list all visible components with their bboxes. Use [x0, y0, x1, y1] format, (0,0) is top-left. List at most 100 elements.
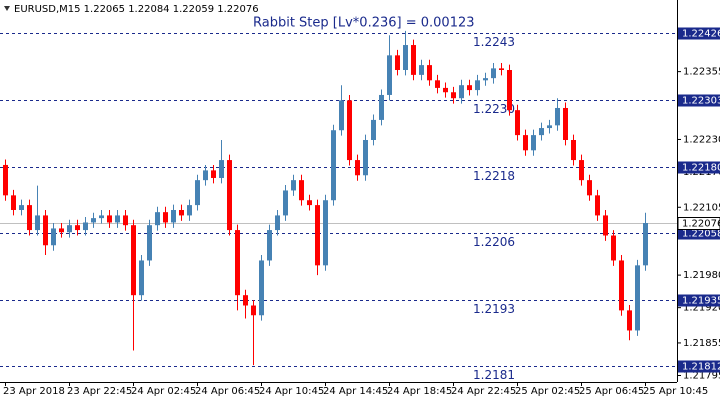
level-label: 1.2193 — [473, 302, 515, 316]
chart-title: EURUSD,M15 1.22065 1.22084 1.22059 1.220… — [14, 4, 259, 15]
y-tick-label: 1.21920 — [683, 303, 720, 314]
candle-body — [411, 45, 416, 75]
level-price-box — [678, 360, 720, 373]
candle-body — [643, 223, 648, 266]
candle-body — [51, 228, 56, 246]
x-tick-label: 24 Apr 14:45 — [323, 386, 388, 397]
level-price-label: 1.22058 — [682, 229, 720, 240]
candle-body — [211, 170, 216, 178]
candle-body — [179, 209, 184, 216]
candle-body — [467, 85, 472, 91]
level-price-label: 1.21935 — [682, 296, 720, 307]
candle-body — [547, 125, 552, 129]
candle-body — [587, 180, 592, 196]
candle-body — [427, 65, 432, 81]
candle-body — [571, 139, 576, 161]
candle-body — [11, 195, 16, 210]
candle-body — [307, 200, 312, 206]
candle-body — [435, 80, 440, 88]
candle-body — [19, 205, 24, 210]
candle-body — [555, 107, 560, 126]
menu-icon — [4, 6, 10, 11]
candle-body — [67, 225, 72, 233]
candle-body — [235, 230, 240, 296]
y-tick-label: 1.22355 — [683, 67, 720, 78]
candle-body — [27, 205, 32, 231]
candle-body — [371, 119, 376, 140]
level-label: 1.2230 — [473, 102, 515, 116]
candle-body — [475, 80, 480, 91]
candle-body — [123, 215, 128, 226]
indicator-label: Rabbit Step [Lv*0.236] = 0.00123 — [253, 16, 475, 31]
candle-body — [403, 45, 408, 70]
candle-body — [603, 215, 608, 236]
candle-body — [195, 180, 200, 206]
candle-body — [635, 265, 640, 331]
x-tick-label: 24 Apr 18:45 — [387, 386, 452, 397]
candle-body — [619, 260, 624, 311]
level-label: 1.2181 — [473, 368, 515, 382]
candle-body — [291, 180, 296, 191]
candle-body — [451, 92, 456, 99]
candle-body — [339, 100, 344, 131]
level-price-label: 1.22426 — [682, 29, 720, 40]
candle-body — [43, 215, 48, 246]
candle-body — [99, 215, 104, 219]
candle-body — [3, 164, 8, 196]
level-price-box — [678, 294, 720, 307]
candle-body — [275, 215, 280, 231]
candle-body — [59, 228, 64, 233]
level-price-label: 1.21812 — [682, 362, 720, 373]
last-price-box — [677, 217, 720, 230]
candle-body — [259, 260, 264, 316]
candle-body — [387, 55, 392, 95]
level-label: 1.2206 — [473, 235, 515, 249]
level-price-label: 1.22180 — [682, 163, 720, 174]
candle-body — [363, 139, 368, 176]
axes: 1.223551.222301.221701.221051.219801.219… — [3, 27, 720, 397]
candle-body — [531, 135, 536, 151]
level-price-box — [678, 27, 720, 40]
candle-body — [499, 68, 504, 70]
candle-body — [283, 190, 288, 216]
candle-body — [627, 310, 632, 331]
candle-body — [459, 85, 464, 99]
candle-body — [347, 100, 352, 161]
y-tick-label: 1.21795 — [683, 370, 720, 381]
candle-body — [219, 160, 224, 178]
candle-body — [227, 160, 232, 231]
candle-body — [147, 225, 152, 261]
candle-body — [163, 212, 168, 223]
y-tick-label: 1.21980 — [683, 270, 720, 281]
candle-body — [155, 212, 160, 226]
candle-body — [563, 107, 568, 140]
candle-body — [419, 65, 424, 75]
candle-body — [251, 305, 256, 316]
candle-body — [83, 222, 88, 231]
level-label: 1.2218 — [473, 169, 515, 183]
y-tick-label: 1.22230 — [683, 134, 720, 145]
x-tick-label: 24 Apr 06:45 — [195, 386, 260, 397]
candle-body — [139, 260, 144, 296]
candle-body — [91, 218, 96, 223]
x-tick-label: 24 Apr 10:45 — [259, 386, 324, 397]
candle-body — [523, 135, 528, 151]
candle-body — [299, 180, 304, 201]
candle-body — [35, 215, 40, 231]
x-tick-label: 24 Apr 02:45 — [131, 386, 196, 397]
candle-body — [515, 110, 520, 136]
x-tick-label: 24 Apr 22:45 — [451, 386, 516, 397]
x-tick-label: 25 Apr 02:45 — [515, 386, 580, 397]
candle-body — [395, 55, 400, 70]
candle-body — [507, 69, 512, 111]
candle-body — [171, 209, 176, 223]
candle-body — [131, 225, 136, 296]
candle-body — [267, 230, 272, 261]
candle-body — [187, 205, 192, 216]
level-label: 1.2243 — [473, 35, 515, 49]
candle-body — [75, 225, 80, 231]
candle-body — [491, 68, 496, 79]
